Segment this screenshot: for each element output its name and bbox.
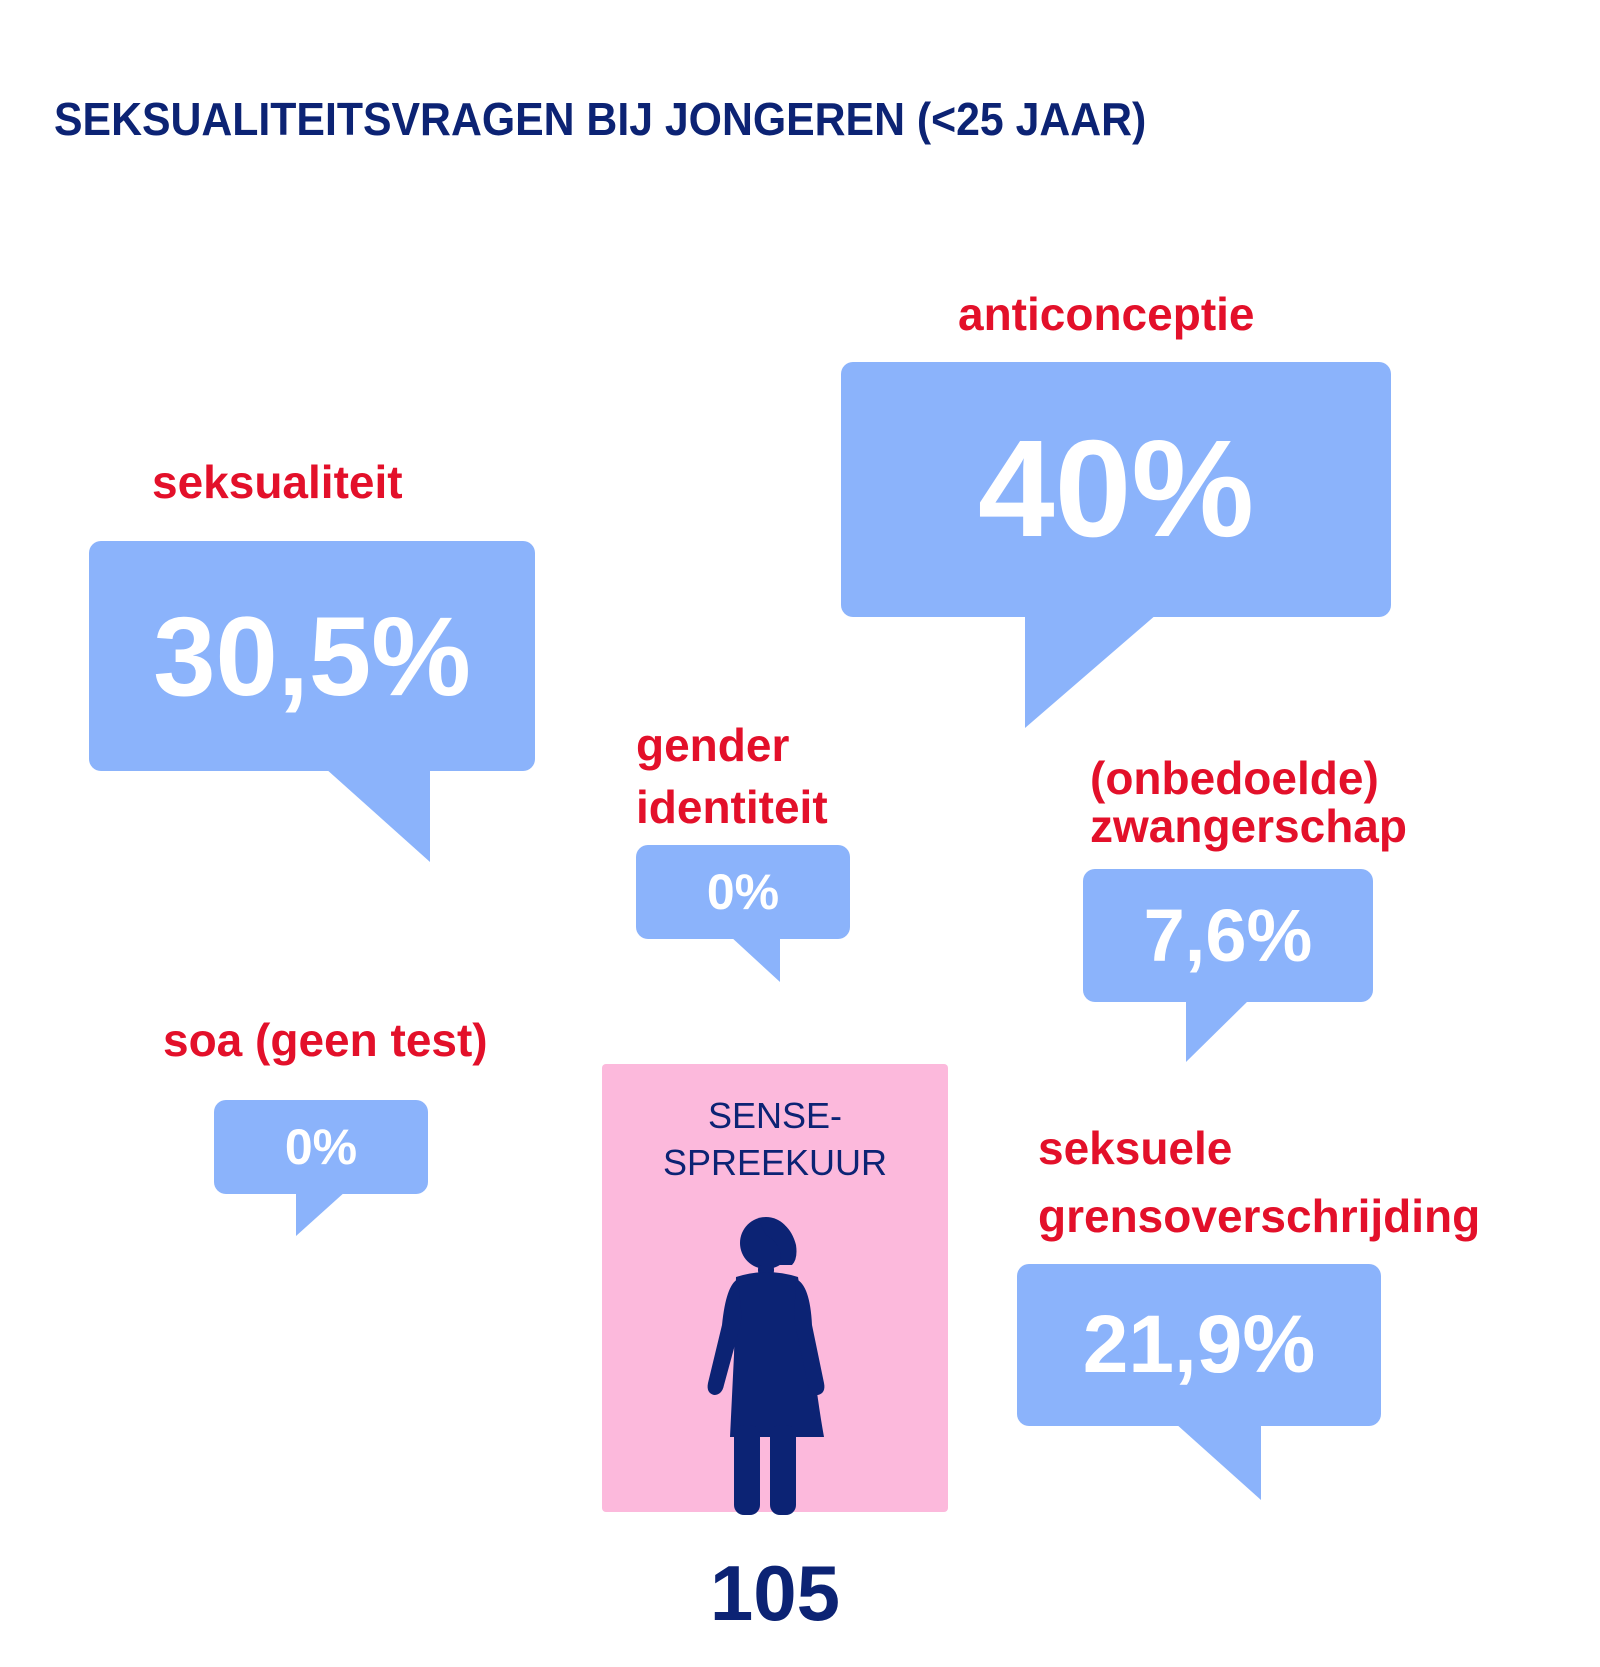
value-label: 40% xyxy=(977,412,1255,566)
spreekuur-line: SPREEKUUR xyxy=(662,1142,888,1183)
bubble-soa: 0% xyxy=(214,1100,428,1194)
page-title: SEKSUALITEITSVRAGEN BIJ JONGEREN (<25 JA… xyxy=(54,93,1147,145)
label-line: grensoverschrijding xyxy=(1038,1190,1481,1242)
label-line: gender xyxy=(636,719,790,771)
bubble-grensoverschrijding: 21,9% xyxy=(1017,1264,1381,1426)
value-label: 30,5% xyxy=(153,593,471,719)
label-grensoverschrijding: seksuele grensoverschrijding xyxy=(1038,1114,1480,1250)
bubble-seksualiteit: 30,5% xyxy=(89,541,535,771)
value-label: 21,9% xyxy=(1082,1299,1316,1390)
value-label: 7,6% xyxy=(1143,894,1313,977)
label-line: identiteit xyxy=(636,781,828,833)
spreekuur-label: SENSE- SPREEKUUR xyxy=(602,1092,948,1186)
value-label: 0% xyxy=(284,1119,358,1175)
label-soa: soa (geen test) xyxy=(163,1014,488,1066)
label-line: seksuele xyxy=(1038,1122,1233,1174)
woman-icon xyxy=(707,1217,825,1515)
value-label: 0% xyxy=(706,864,780,920)
bubble-gender-identiteit: 0% xyxy=(636,845,850,939)
bubble-anticonceptie: 40% xyxy=(841,362,1391,617)
spreekuur-line: SENSE- xyxy=(707,1095,843,1136)
bubble-zwangerschap: 7,6% xyxy=(1083,869,1373,1002)
label-gender-identiteit: gender identiteit xyxy=(636,714,828,838)
label-line: seksualiteit xyxy=(152,456,403,508)
label-line: anticonceptie xyxy=(958,288,1255,340)
label-anticonceptie: anticonceptie xyxy=(958,288,1255,340)
label-line: zwangerschap xyxy=(1090,800,1407,852)
label-line: (onbedoelde) xyxy=(1090,752,1379,804)
label-seksualiteit: seksualiteit xyxy=(152,456,403,508)
label-line: soa (geen test) xyxy=(163,1014,488,1066)
spreekuur-count: 105 xyxy=(709,1549,841,1637)
label-zwangerschap: (onbedoelde) zwangerschap xyxy=(1090,754,1407,850)
